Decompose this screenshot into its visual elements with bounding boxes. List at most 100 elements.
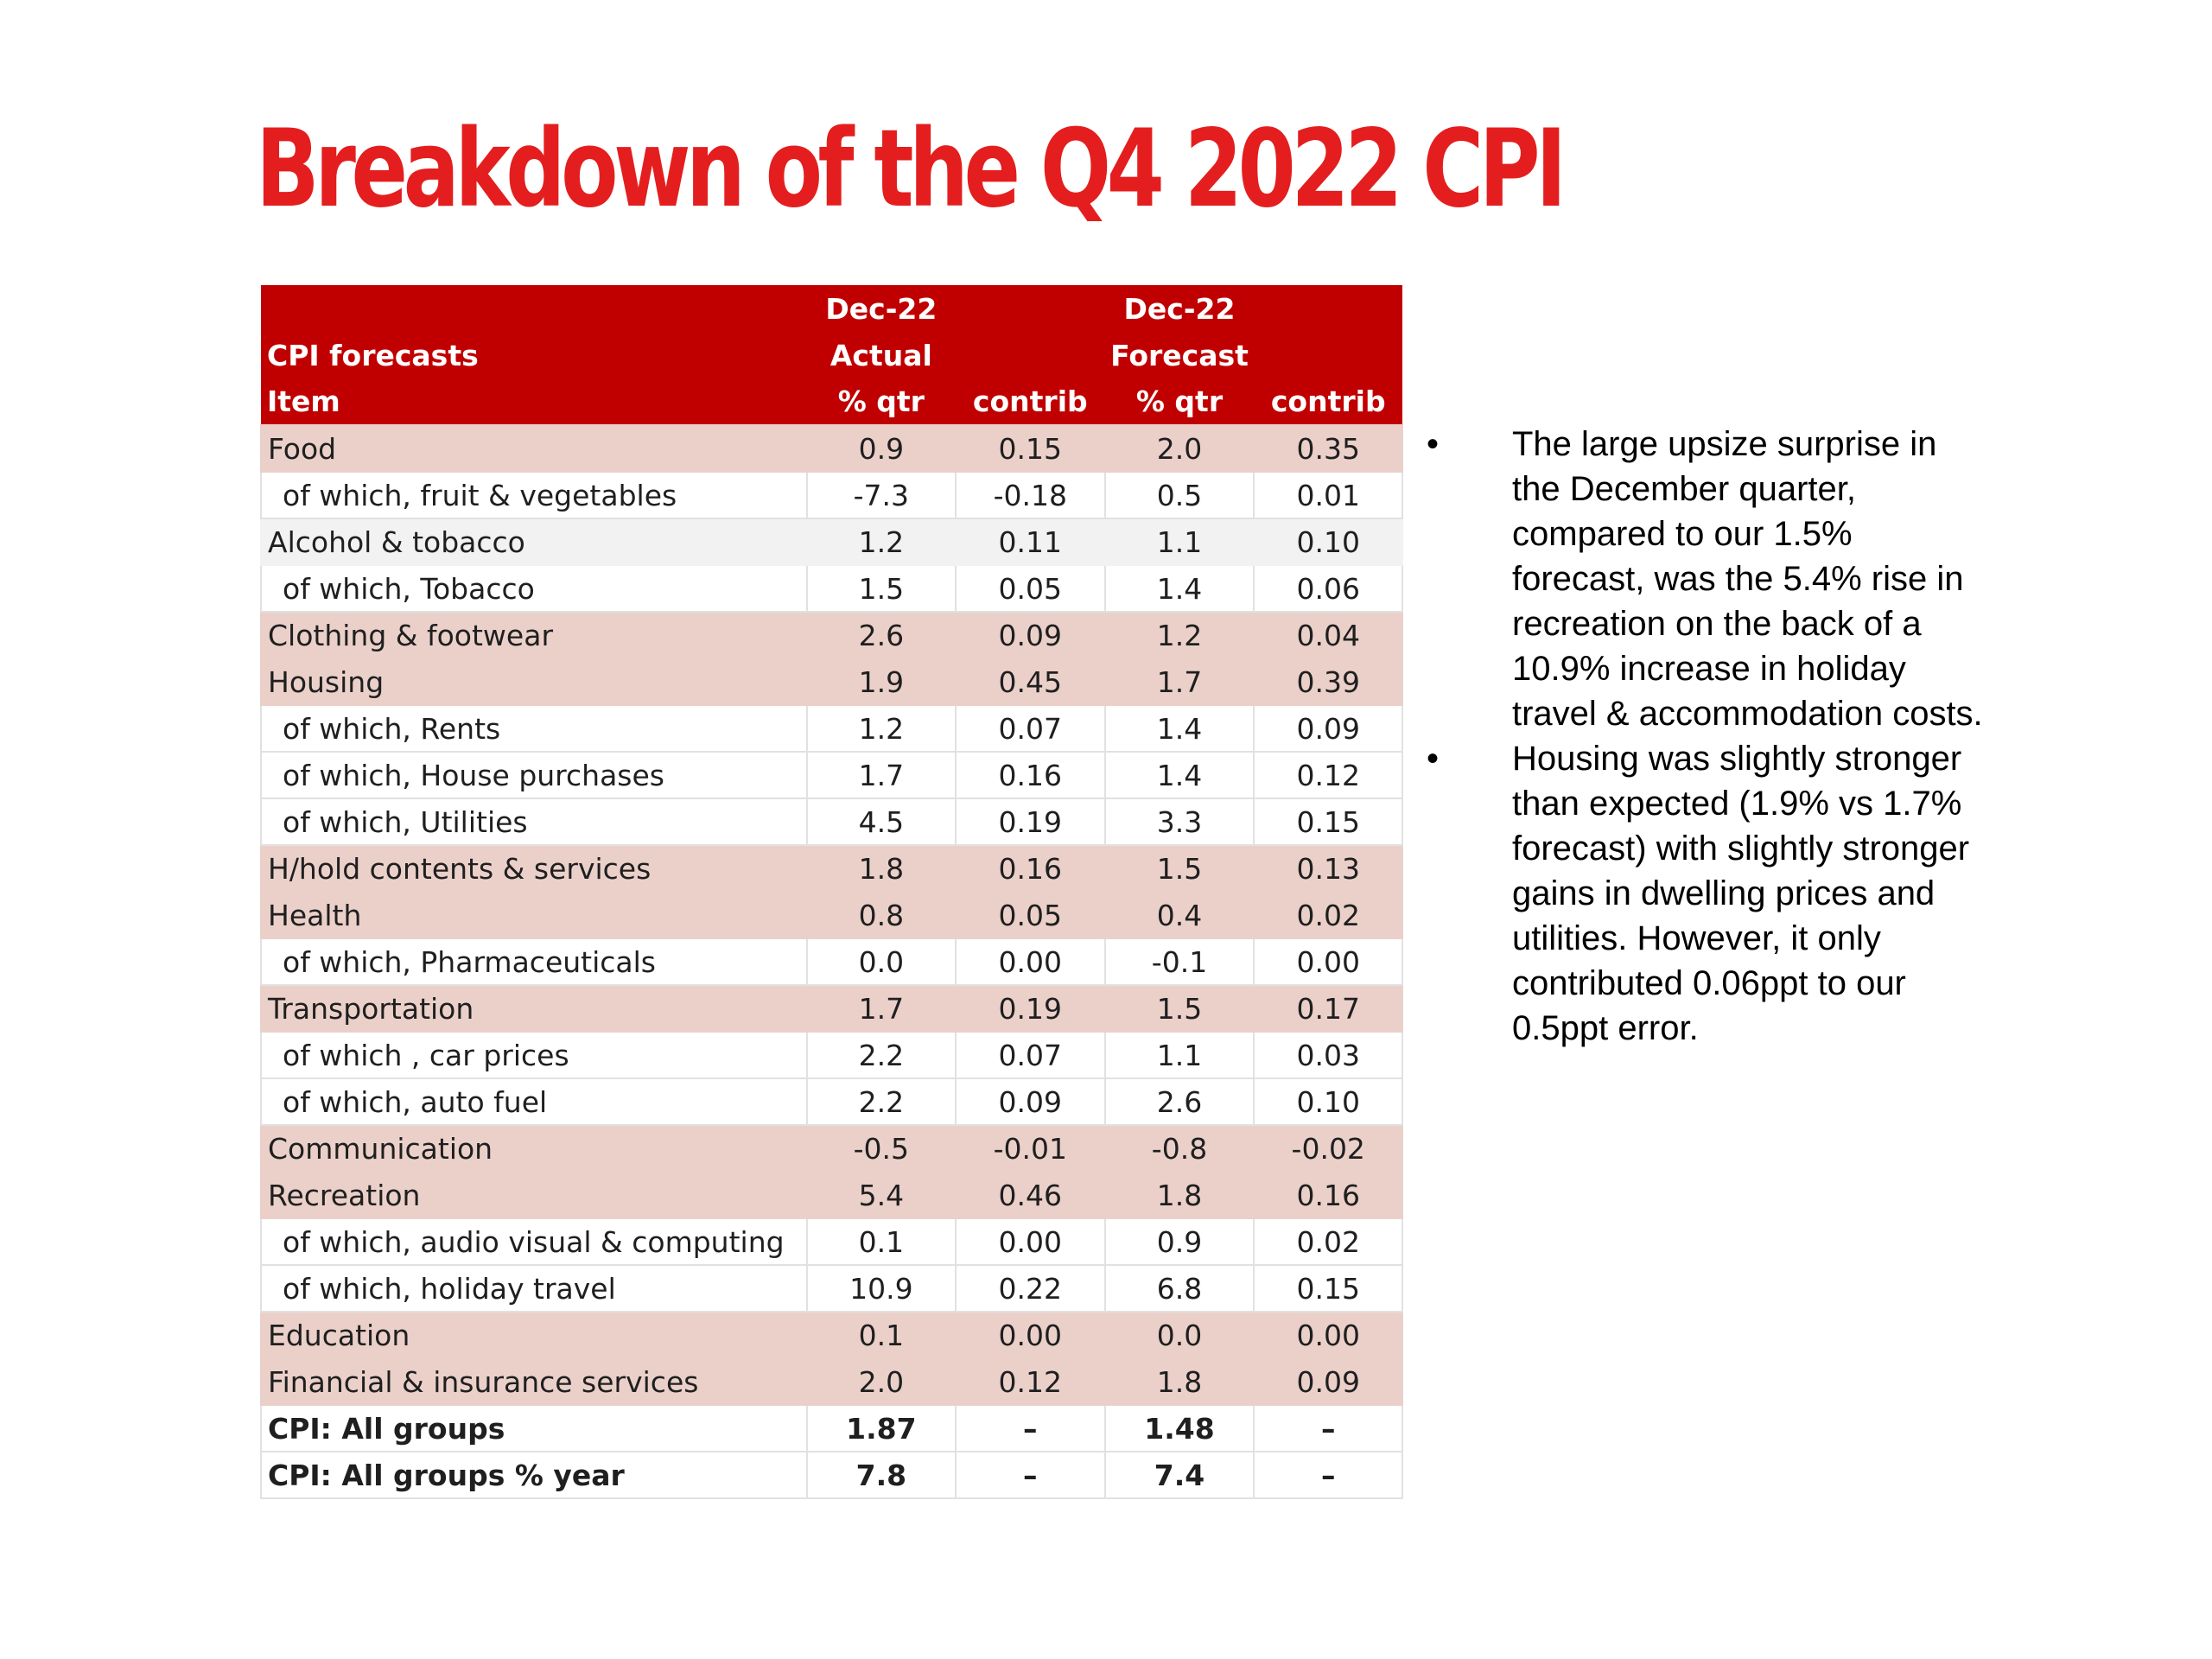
actual-qtr: 0.1: [805, 1311, 957, 1359]
table-row: Clothing & footwear 2.6 0.09 1.2 0.04: [260, 611, 1403, 659]
actual-qtr: -0.5: [805, 1124, 957, 1173]
total-row: CPI: All groups % year 7.8–7.4–: [260, 1451, 1403, 1499]
forecast-contrib: 0.02: [1253, 1217, 1403, 1266]
actual-contrib: -0.18: [955, 471, 1106, 519]
actual-contrib: 0.16: [955, 751, 1106, 799]
forecast-contrib: 0.16: [1253, 1171, 1403, 1219]
actual-qtr: 1.7: [805, 751, 957, 799]
header-cell: [1254, 332, 1402, 378]
forecast-qtr: 1.1: [1103, 518, 1255, 566]
forecast-qtr: -0.1: [1103, 938, 1255, 986]
table-row: Health 0.8 0.05 0.4 0.02: [260, 891, 1403, 939]
actual-contrib: 0.07: [955, 1031, 1106, 1079]
table-row: Communication -0.5 -0.01 -0.8 -0.02: [260, 1124, 1403, 1173]
actual-qtr: 0.1: [805, 1217, 957, 1266]
row-item: CPI: All groups: [260, 1404, 808, 1452]
actual-contrib: 0.05: [955, 564, 1106, 613]
row-item: of which, Tobacco: [260, 564, 808, 613]
actual-contrib: 0.09: [955, 1077, 1106, 1126]
actual-qtr: 0.9: [805, 424, 957, 473]
actual-qtr: 1.2: [805, 704, 957, 753]
actual-contrib: 0.15: [955, 424, 1106, 473]
actual-qtr: 7.8: [805, 1451, 957, 1499]
forecast-qtr: 0.0: [1103, 1311, 1255, 1359]
forecast-qtr: 2.6: [1103, 1077, 1255, 1126]
row-item: Transportation: [260, 984, 808, 1033]
actual-qtr: 2.2: [805, 1077, 957, 1126]
bullet-icon: •: [1426, 425, 1439, 463]
row-item: Health: [260, 891, 808, 939]
forecast-contrib: 0.35: [1253, 424, 1403, 473]
actual-qtr: 0.8: [805, 891, 957, 939]
row-item: CPI: All groups % year: [260, 1451, 808, 1499]
actual-contrib: 0.19: [955, 798, 1106, 846]
header-row-type: CPI forecasts Actual Forecast: [261, 332, 1402, 378]
actual-contrib: 0.00: [955, 1217, 1106, 1266]
actual-contrib: 0.09: [955, 611, 1106, 659]
forecast-qtr: 1.5: [1103, 844, 1255, 893]
forecast-contrib: 0.10: [1253, 1077, 1403, 1126]
cpi-forecast-table: Dec-22 Dec-22 CPI forecasts Actual Forec…: [260, 285, 1403, 1499]
actual-qtr: 1.87: [805, 1404, 957, 1452]
actual-contrib: -0.01: [955, 1124, 1106, 1173]
forecast-contrib: 0.12: [1253, 751, 1403, 799]
actual-qtr: 1.7: [805, 984, 957, 1033]
header-actual-contrib: contrib: [956, 378, 1105, 425]
header-forecast-label: Forecast: [1104, 332, 1255, 378]
bullet-icon: •: [1426, 740, 1439, 778]
actual-qtr: 1.8: [805, 844, 957, 893]
header-cell: [1254, 285, 1402, 332]
row-item: of which, House purchases: [260, 751, 808, 799]
actual-qtr: 0.0: [805, 938, 957, 986]
bullet-item: • The large upsize surprise in the Decem…: [1424, 422, 1994, 736]
row-item: Food: [260, 424, 808, 473]
table-row: of which, Pharmaceuticals 0.0 0.00 -0.1 0.00: [260, 938, 1403, 986]
forecast-qtr: 1.4: [1103, 564, 1255, 613]
header-cell: [261, 285, 807, 332]
total-row: CPI: All groups 1.87–1.48–: [260, 1404, 1403, 1452]
actual-qtr: 10.9: [805, 1264, 957, 1313]
forecast-contrib: 0.02: [1253, 891, 1403, 939]
header-forecast-contrib: contrib: [1254, 378, 1402, 425]
forecast-contrib: –: [1253, 1404, 1403, 1452]
forecast-contrib: 0.04: [1253, 611, 1403, 659]
forecast-contrib: 0.09: [1253, 704, 1403, 753]
forecast-contrib: 0.10: [1253, 518, 1403, 566]
forecast-contrib: -0.02: [1253, 1124, 1403, 1173]
forecast-contrib: 0.39: [1253, 658, 1403, 706]
forecast-contrib: 0.06: [1253, 564, 1403, 613]
table-row: H/hold contents & services 1.8 0.16 1.5 0.13: [260, 844, 1403, 893]
forecast-qtr: 1.8: [1103, 1357, 1255, 1406]
table-row: Food 0.9 0.15 2.0 0.35: [260, 424, 1403, 473]
forecast-qtr: 3.3: [1103, 798, 1255, 846]
table-row: Housing 1.9 0.45 1.7 0.39: [260, 658, 1403, 706]
forecast-contrib: –: [1253, 1451, 1403, 1499]
forecast-qtr: 2.0: [1103, 424, 1255, 473]
actual-qtr: 2.6: [805, 611, 957, 659]
row-item: of which, fruit & vegetables: [260, 471, 808, 519]
header-actual-qtr: % qtr: [806, 378, 957, 425]
table-row: Education 0.1 0.00 0.0 0.00: [260, 1311, 1403, 1359]
forecast-qtr: 7.4: [1103, 1451, 1255, 1499]
row-item: of which, audio visual & computing: [260, 1217, 808, 1266]
actual-qtr: 5.4: [805, 1171, 957, 1219]
actual-contrib: 0.45: [955, 658, 1106, 706]
forecast-contrib: 0.00: [1253, 1311, 1403, 1359]
actual-qtr: 1.5: [805, 564, 957, 613]
actual-qtr: 1.9: [805, 658, 957, 706]
slide-title: Breakdown of the Q4 2022 CPI: [256, 107, 1567, 232]
forecast-qtr: 1.8: [1103, 1171, 1255, 1219]
forecast-qtr: 1.2: [1103, 611, 1255, 659]
actual-contrib: 0.22: [955, 1264, 1106, 1313]
forecast-qtr: 6.8: [1103, 1264, 1255, 1313]
forecast-qtr: 1.5: [1103, 984, 1255, 1033]
actual-contrib: 0.16: [955, 844, 1106, 893]
bullet-text: Housing was slightly stronger than expec…: [1512, 740, 1970, 1047]
actual-qtr: 2.0: [805, 1357, 957, 1406]
actual-contrib: 0.07: [955, 704, 1106, 753]
table-row: of which, auto fuel 2.2 0.09 2.6 0.10: [260, 1077, 1403, 1126]
forecast-contrib: 0.09: [1253, 1357, 1403, 1406]
actual-contrib: –: [955, 1451, 1106, 1499]
header-actual-label: Actual: [806, 332, 957, 378]
actual-contrib: –: [955, 1404, 1106, 1452]
